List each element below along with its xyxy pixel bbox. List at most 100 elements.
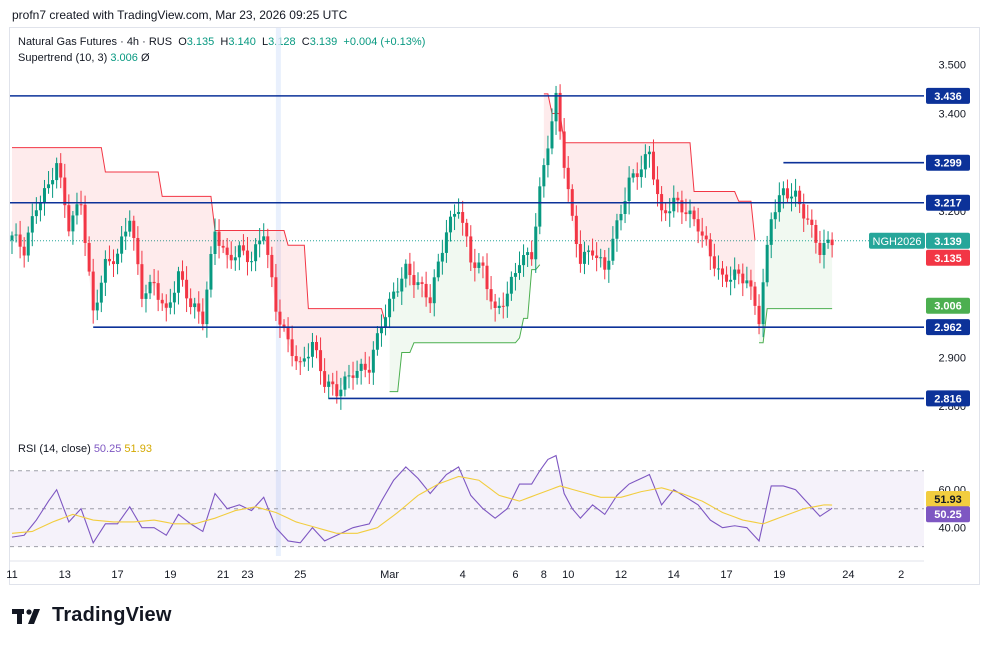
- candle-body: [327, 381, 331, 387]
- candle-body: [250, 261, 254, 263]
- candle: [773, 199, 777, 229]
- candle: [591, 238, 595, 260]
- candle: [59, 153, 63, 189]
- candle: [712, 243, 716, 277]
- low-label: L: [262, 36, 269, 48]
- candle-body: [315, 342, 318, 351]
- candle-body: [258, 240, 262, 245]
- time-tick-label: 17: [720, 569, 732, 581]
- time-tick-label: 4: [460, 569, 466, 581]
- candle: [627, 166, 631, 215]
- candle-body: [599, 257, 603, 259]
- candle-body: [42, 188, 46, 204]
- candle-body: [729, 279, 733, 282]
- candle-body: [582, 251, 586, 264]
- candle: [221, 239, 225, 254]
- candle: [87, 236, 91, 276]
- candle-body: [38, 203, 42, 211]
- candle: [47, 171, 51, 194]
- rsi-tick-label: 40.00: [938, 523, 966, 535]
- candle: [542, 158, 546, 198]
- candle-body: [30, 216, 34, 233]
- candle: [379, 314, 383, 347]
- candle-body: [416, 282, 420, 286]
- candle-body: [392, 291, 396, 299]
- time-tick-label: 19: [773, 569, 785, 581]
- candle-body: [798, 190, 802, 205]
- candle-body: [830, 239, 834, 246]
- symbol-name[interactable]: Natural Gas Futures · 4h · RUS: [18, 36, 173, 48]
- candle: [371, 341, 375, 385]
- candle-body: [493, 301, 497, 308]
- rsi-name[interactable]: RSI (14, close): [18, 443, 91, 455]
- candle: [822, 229, 826, 269]
- candle-body: [757, 305, 761, 325]
- candle-body: [404, 263, 408, 279]
- candle: [254, 238, 258, 272]
- candle: [351, 361, 355, 390]
- candle: [176, 266, 180, 305]
- candle-body: [221, 245, 225, 248]
- candle-body: [603, 257, 607, 270]
- candle-body: [241, 245, 245, 251]
- candle: [306, 343, 310, 371]
- supertrend-fill: [389, 191, 540, 392]
- candle: [197, 291, 201, 324]
- candle-body: [505, 293, 509, 307]
- candle-body: [213, 231, 217, 254]
- candle: [116, 248, 120, 275]
- candle-body: [63, 177, 67, 206]
- candle-body: [619, 214, 623, 221]
- candle-body: [741, 273, 745, 284]
- candle-body: [623, 201, 627, 215]
- time-tick-label: 23: [241, 569, 253, 581]
- candle-body: [745, 280, 749, 284]
- candle-body: [148, 281, 152, 294]
- candle: [343, 371, 347, 397]
- candle-body: [160, 299, 164, 304]
- candle-body: [34, 210, 38, 217]
- indicator-name[interactable]: Supertrend (10, 3): [18, 52, 108, 64]
- candle: [607, 247, 611, 283]
- rsi-line: [11, 454, 833, 545]
- candle: [375, 325, 379, 356]
- candle-body: [668, 211, 672, 214]
- candle: [164, 294, 168, 322]
- price-tick-label: 3.500: [938, 60, 966, 72]
- candle-body: [700, 231, 704, 236]
- candle-body: [489, 289, 493, 302]
- candle-body: [266, 236, 270, 255]
- candle-body: [513, 273, 517, 277]
- candle-body: [432, 277, 436, 304]
- candle: [806, 204, 810, 225]
- candle-body: [310, 342, 314, 357]
- candle: [91, 258, 95, 324]
- candle: [18, 220, 22, 259]
- candle-body: [708, 239, 712, 257]
- candle: [367, 356, 371, 385]
- candle: [168, 288, 172, 315]
- high-label: H: [220, 36, 229, 48]
- time-tick-label: 10: [562, 569, 574, 581]
- candle: [63, 163, 67, 218]
- candle-body: [749, 280, 753, 287]
- candle-body: [781, 188, 785, 196]
- candle: [534, 213, 538, 273]
- candle-body: [367, 369, 371, 373]
- candle-body: [172, 292, 176, 303]
- candle: [339, 377, 343, 410]
- candle-body: [485, 265, 489, 290]
- candle: [631, 169, 635, 183]
- candle-body: [262, 236, 266, 241]
- time-tick-label: 13: [59, 569, 71, 581]
- candle-body: [67, 205, 71, 232]
- candle: [213, 218, 217, 266]
- candle: [505, 281, 509, 318]
- open-label: O: [178, 36, 187, 48]
- supertrend-down-line: [12, 147, 387, 324]
- candle: [294, 345, 298, 370]
- candle-body: [773, 212, 777, 220]
- rsi-legend: RSI (14, close) 50.25 51.93: [18, 443, 152, 455]
- candle-body: [826, 239, 830, 244]
